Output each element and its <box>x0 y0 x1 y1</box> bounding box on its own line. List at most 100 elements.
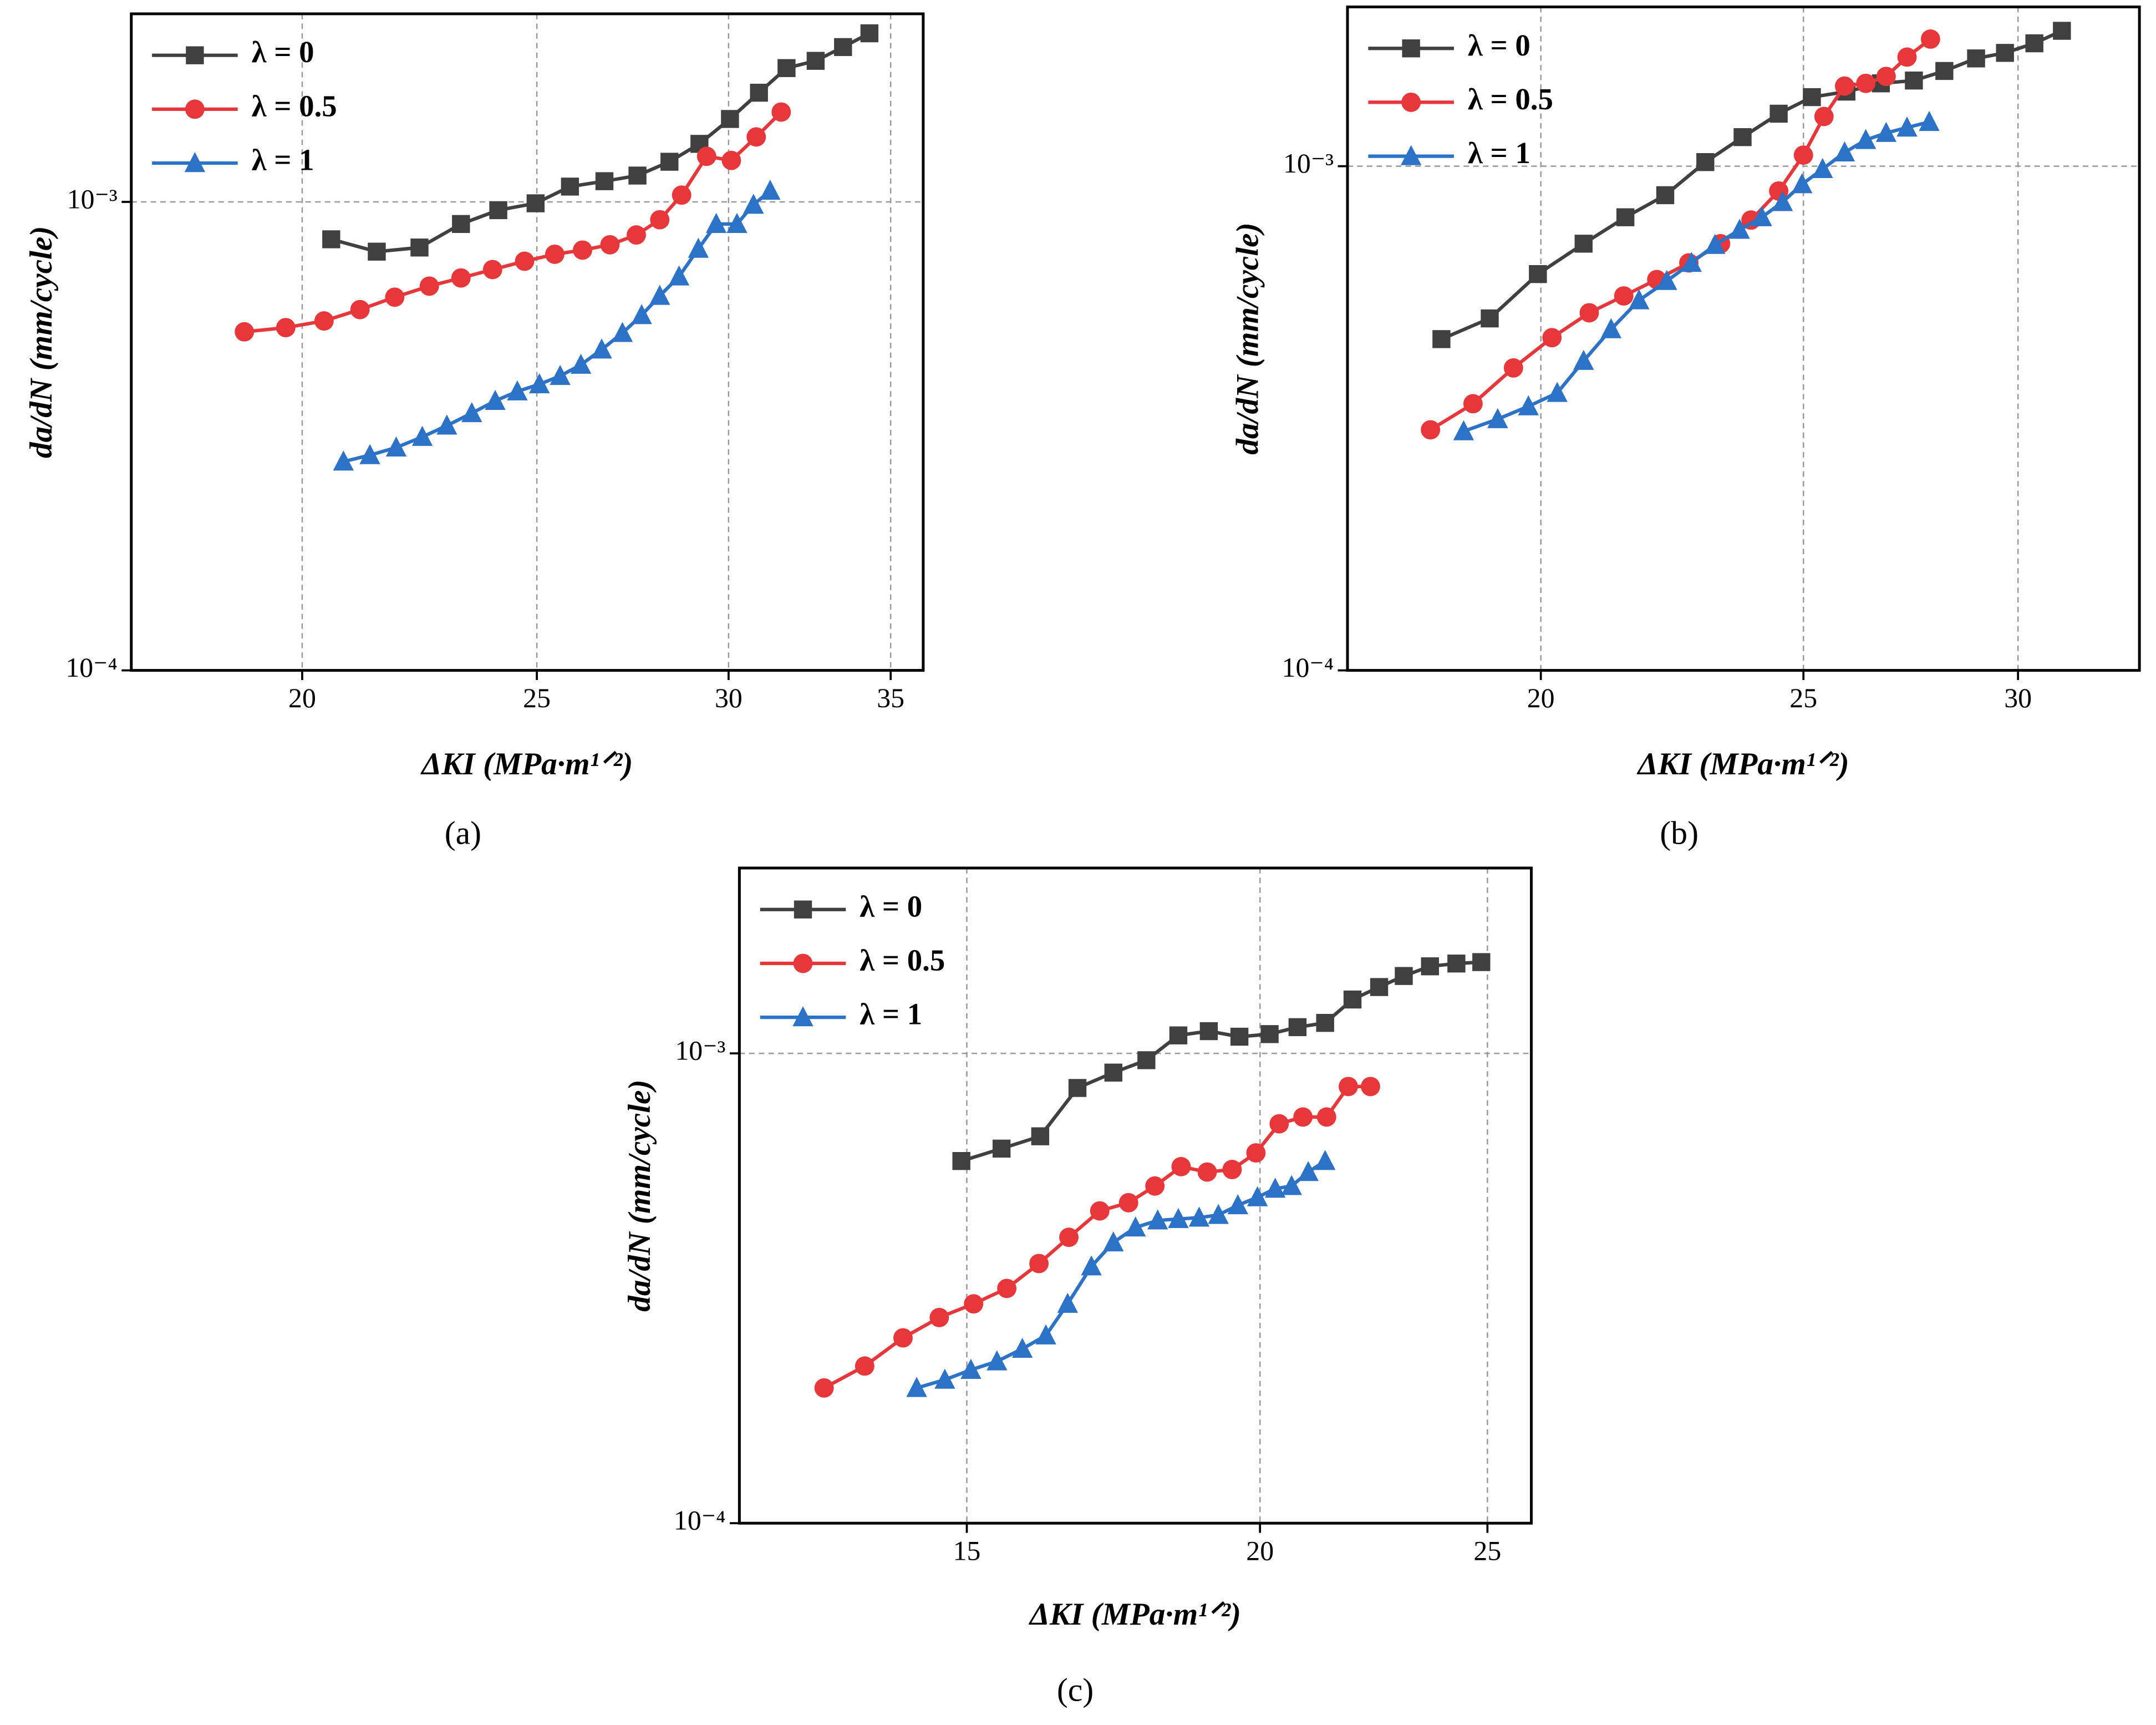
marker <box>1573 349 1594 370</box>
marker <box>600 235 620 255</box>
y-tick-label: 10⁻³ <box>675 1036 725 1066</box>
marker <box>793 953 813 973</box>
marker <box>1147 1209 1168 1230</box>
marker <box>906 1377 927 1397</box>
marker <box>929 1307 949 1327</box>
marker <box>688 237 709 258</box>
marker <box>1343 990 1362 1009</box>
marker <box>1361 1077 1380 1097</box>
marker <box>1168 1208 1189 1228</box>
marker <box>1288 1018 1307 1037</box>
legend-label: λ = 0.5 <box>1468 82 1553 116</box>
series-line <box>343 189 771 464</box>
marker <box>1314 1150 1336 1170</box>
marker <box>1487 408 1508 428</box>
marker <box>814 1378 834 1398</box>
marker <box>771 102 791 122</box>
marker <box>1222 1160 1242 1179</box>
marker <box>1035 1324 1056 1345</box>
marker <box>1421 957 1439 976</box>
y-tick-label: 10⁻⁴ <box>65 652 118 683</box>
marker <box>1137 1051 1156 1069</box>
plot-frame <box>1346 5 2141 672</box>
marker <box>322 230 340 248</box>
y-tick-label: 10⁻⁴ <box>674 1505 726 1536</box>
marker <box>2025 34 2043 53</box>
x-axis-label: ΔKI (MPa·m¹ᐟ²) <box>1029 1597 1241 1632</box>
marker <box>1421 420 1441 440</box>
caption: (b) <box>1660 814 1699 851</box>
marker <box>485 389 506 410</box>
marker <box>186 46 204 64</box>
marker <box>419 276 439 296</box>
marker <box>1812 158 1833 179</box>
marker <box>1230 1027 1249 1046</box>
marker <box>1876 67 1896 87</box>
x-tick-label: 25 <box>1473 1535 1501 1566</box>
marker <box>1547 382 1568 402</box>
marker <box>1145 1176 1165 1196</box>
legend-label: λ = 0.5 <box>860 943 945 977</box>
marker <box>650 210 670 230</box>
marker <box>1463 394 1483 414</box>
marker <box>628 166 647 185</box>
marker <box>1472 953 1491 971</box>
marker <box>1503 358 1523 378</box>
marker <box>672 185 691 205</box>
marker <box>410 239 429 257</box>
marker <box>1772 191 1793 211</box>
marker <box>1281 1175 1302 1195</box>
marker <box>1090 1201 1110 1221</box>
marker <box>1920 29 1940 49</box>
marker <box>1793 145 1813 165</box>
marker <box>1103 1231 1124 1252</box>
marker <box>1029 1254 1049 1274</box>
marker <box>860 24 879 43</box>
marker <box>436 414 457 435</box>
y-axis-label: da/dN (mm/cycle) <box>622 1079 657 1311</box>
x-tick-label: 30 <box>715 683 743 713</box>
series-line <box>916 1159 1326 1390</box>
marker <box>451 268 471 288</box>
marker <box>1967 49 1985 68</box>
marker <box>627 225 646 245</box>
marker <box>1616 208 1635 226</box>
marker <box>1834 141 1855 162</box>
legend-label: λ = 0.5 <box>252 89 337 123</box>
marker <box>992 1139 1011 1158</box>
marker <box>1298 1161 1319 1181</box>
x-tick-label: 35 <box>877 683 904 713</box>
plot-frame <box>738 866 1533 1525</box>
marker <box>1316 1013 1334 1032</box>
caption: (a) <box>445 814 481 851</box>
y-tick-label: 10⁻³ <box>67 184 118 214</box>
marker <box>1370 978 1389 996</box>
marker <box>1835 76 1854 96</box>
legend-label: λ = 1 <box>1468 136 1530 170</box>
marker <box>1057 1292 1079 1313</box>
marker <box>1339 1077 1358 1097</box>
marker <box>184 152 206 172</box>
marker <box>368 242 386 261</box>
marker <box>1125 1216 1146 1237</box>
marker <box>314 311 334 331</box>
marker <box>1656 186 1675 205</box>
marker <box>1600 318 1622 338</box>
marker <box>1188 1206 1210 1227</box>
marker <box>1629 289 1650 310</box>
y-axis-label: da/dN (mm/cycle) <box>1230 222 1265 454</box>
legend-label: λ = 1 <box>860 997 922 1031</box>
marker <box>545 244 565 264</box>
x-tick-label: 30 <box>2004 683 2032 713</box>
marker <box>1856 73 1876 93</box>
marker <box>1227 1194 1248 1215</box>
marker <box>528 373 550 394</box>
marker <box>1400 145 1422 165</box>
y-axis-label: da/dN (mm/cycle) <box>24 226 59 458</box>
marker <box>1402 39 1420 58</box>
marker <box>1395 967 1413 985</box>
marker <box>1905 71 1923 90</box>
marker <box>721 110 739 128</box>
marker <box>760 180 781 200</box>
